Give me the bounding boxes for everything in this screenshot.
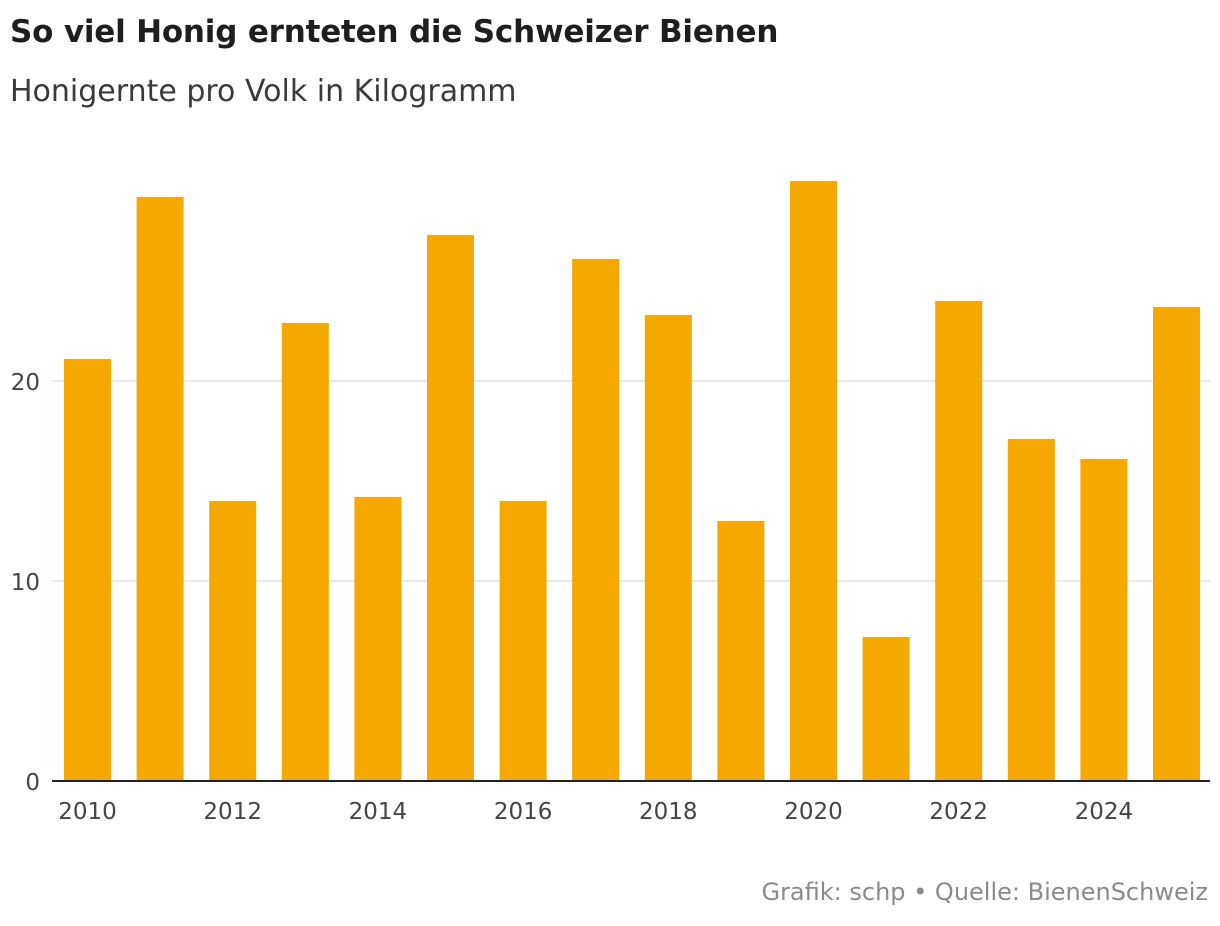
x-tick-label-2010: 2010 [58,799,117,825]
y-tick-label-0: 0 [25,770,40,796]
x-tick-label-2016: 2016 [494,799,553,825]
chart-title: So viel Honig ernteten die Schweizer Bie… [10,14,779,50]
bar-2012 [209,501,257,781]
x-tick-label-2014: 2014 [349,799,408,825]
bar-2020 [790,181,837,781]
bar-2023 [1007,439,1055,781]
bar-2017 [572,259,620,781]
x-tick-label-2020: 2020 [784,799,843,825]
x-tick-label-2022: 2022 [929,799,988,825]
bar-2015 [427,235,474,781]
chart-subtitle: Honigernte pro Volk in Kilogramm [10,74,517,109]
bar-2019 [717,521,765,781]
bar-2025 [1153,307,1200,781]
x-tick-label-2024: 2024 [1075,799,1134,825]
x-axis-ticks: 2010 2012 2014 2016 2018 2020 2022 2024 [58,799,1133,825]
bar-2010 [64,359,111,781]
y-tick-label-10: 10 [11,570,40,596]
x-tick-label-2018: 2018 [639,799,698,825]
bars [64,181,1200,781]
bar-2018 [644,315,692,781]
source-credit: Grafik: schp • Quelle: BienenSchweiz [761,878,1208,906]
bar-2022 [935,301,983,781]
bar-2024 [1080,459,1128,781]
bar-2011 [136,197,184,781]
y-axis-ticks: 0 10 20 [11,370,40,796]
bar-2013 [281,323,329,781]
y-tick-label-20: 20 [11,370,40,396]
bar-2016 [499,501,547,781]
x-tick-label-2012: 2012 [203,799,262,825]
bar-2014 [354,497,402,781]
bar-2021 [862,637,910,781]
